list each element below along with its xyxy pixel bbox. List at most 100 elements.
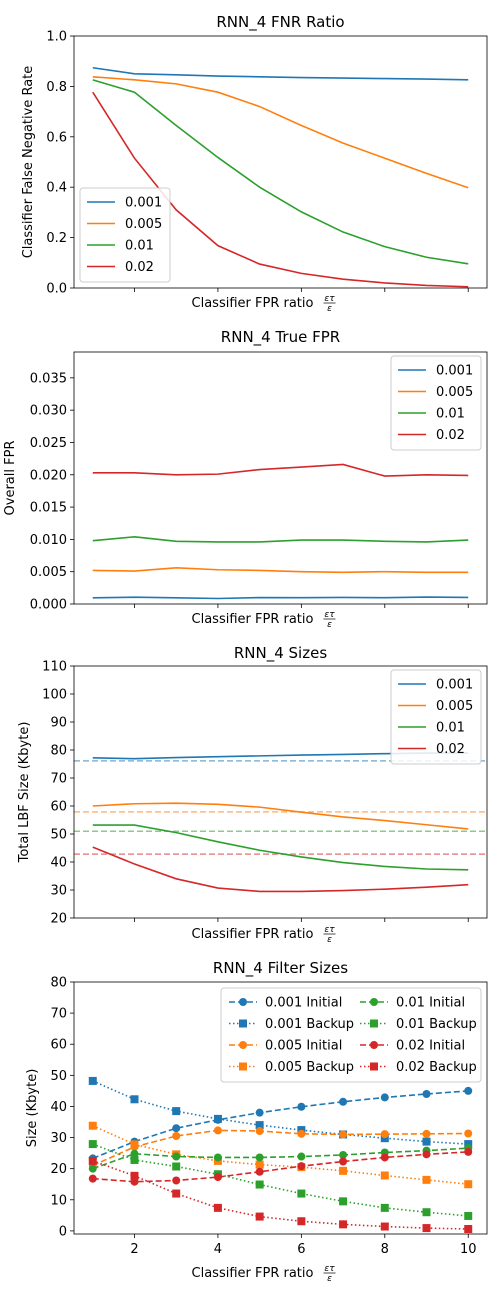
series-line bbox=[92, 846, 469, 893]
y-tick-label: 0.2 bbox=[46, 231, 67, 246]
data-point bbox=[297, 1102, 306, 1111]
legend-box bbox=[390, 355, 482, 451]
legend-label: 0.02 bbox=[436, 428, 465, 443]
fraction-denominator: ε bbox=[327, 304, 332, 314]
data-point bbox=[172, 1132, 181, 1140]
legend-label: 0.001 bbox=[125, 196, 162, 211]
data-point bbox=[380, 1134, 389, 1143]
legend: 0.001 0.005 0.01 0.02 bbox=[390, 355, 482, 451]
data-point bbox=[172, 1107, 181, 1116]
legend: 0.001 0.005 0.01 0.02 bbox=[390, 669, 482, 765]
series-line bbox=[92, 91, 469, 288]
y-tick-label: 0.6 bbox=[46, 130, 67, 145]
data-point bbox=[88, 1174, 97, 1183]
x-axis-label-fraction: ετε bbox=[323, 1264, 336, 1284]
legend-label: 0.02 Backup bbox=[396, 1060, 477, 1075]
data-point bbox=[88, 1140, 97, 1149]
series-line bbox=[92, 79, 469, 265]
legend-label: 0.005 Backup bbox=[265, 1060, 354, 1075]
fraction-numerator: ετ bbox=[324, 1264, 335, 1274]
data-point bbox=[297, 1162, 306, 1171]
data-point bbox=[213, 1203, 222, 1212]
data-point bbox=[88, 1156, 97, 1165]
data-point bbox=[380, 1130, 389, 1139]
legend-label: 0.001 bbox=[436, 364, 473, 379]
legend-label: 0.01 bbox=[436, 721, 465, 736]
x-axis-label-fraction: ετε bbox=[323, 294, 336, 314]
legend-marker bbox=[370, 998, 378, 1006]
y-tick-label: 0.000 bbox=[30, 598, 67, 613]
data-point bbox=[464, 1140, 473, 1149]
data-point bbox=[339, 1130, 348, 1139]
data-point bbox=[172, 1124, 181, 1133]
series-line bbox=[92, 66, 469, 81]
y-tick-label: 80 bbox=[50, 976, 67, 991]
legend-box bbox=[390, 669, 482, 765]
legend-marker bbox=[370, 1019, 378, 1028]
x-axis-label-fraction: ετε bbox=[323, 925, 336, 945]
series-line bbox=[92, 535, 469, 543]
data-point bbox=[464, 1129, 473, 1138]
data-point bbox=[213, 1173, 222, 1182]
data-point bbox=[172, 1176, 181, 1185]
chart-panel-4: 0 10 20 30 40 50 60 70 80 2 4 6 8 10 RNN_4 Filter Size… bbox=[25, 959, 488, 1284]
data-point bbox=[297, 1152, 306, 1161]
series-line bbox=[92, 1080, 469, 1145]
y-axis-label: Size (Kbyte) bbox=[25, 1069, 40, 1148]
legend-label: 0.001 Backup bbox=[265, 1017, 354, 1032]
data-point bbox=[88, 1076, 97, 1085]
x-tick-label: 6 bbox=[297, 1242, 305, 1257]
y-tick-label: 60 bbox=[50, 1038, 67, 1053]
y-tick-label: 0.020 bbox=[30, 468, 67, 483]
legend-marker bbox=[239, 1041, 247, 1049]
legend-box bbox=[220, 987, 482, 1083]
data-point bbox=[88, 1164, 97, 1173]
axes-frame bbox=[73, 665, 488, 919]
y-tick-label: 110 bbox=[42, 660, 67, 675]
fraction-denominator: ε bbox=[327, 1274, 332, 1284]
y-tick-label: 40 bbox=[50, 1100, 67, 1115]
legend-label: 0.02 bbox=[436, 742, 465, 757]
data-point bbox=[297, 1129, 306, 1138]
data-point bbox=[380, 1171, 389, 1180]
x-axis-label: Classifier FPR ratio bbox=[192, 612, 314, 627]
series-line bbox=[92, 802, 469, 830]
fraction-denominator: ε bbox=[327, 935, 332, 945]
y-tick-label: 0.030 bbox=[30, 404, 67, 419]
y-tick-label: 10 bbox=[50, 1193, 67, 1208]
legend-marker bbox=[239, 1019, 247, 1028]
legend-marker bbox=[370, 1062, 378, 1071]
fraction-numerator: ετ bbox=[324, 294, 335, 304]
data-point bbox=[380, 1222, 389, 1231]
legend-label: 0.005 Initial bbox=[265, 1039, 342, 1054]
series-line bbox=[92, 76, 469, 189]
data-point bbox=[297, 1217, 306, 1226]
data-point bbox=[172, 1152, 181, 1161]
data-point bbox=[464, 1211, 473, 1220]
data-point bbox=[339, 1157, 348, 1166]
legend-label: 0.02 bbox=[125, 260, 154, 275]
legend-label: 0.01 bbox=[125, 239, 154, 254]
series-line bbox=[92, 1160, 469, 1230]
y-tick-label: 0.005 bbox=[30, 565, 67, 580]
y-tick-label: 30 bbox=[50, 884, 67, 899]
data-point bbox=[422, 1090, 431, 1098]
data-point bbox=[213, 1126, 222, 1135]
x-axis-label: Classifier FPR ratio bbox=[192, 927, 314, 942]
series-line bbox=[92, 1143, 469, 1217]
y-tick-label: 0.4 bbox=[46, 181, 67, 196]
data-point bbox=[255, 1121, 264, 1130]
chart-title: RNN_4 True FPR bbox=[221, 328, 340, 347]
y-tick-label: 90 bbox=[50, 716, 67, 731]
data-point bbox=[213, 1153, 222, 1162]
legend-label: 0.005 bbox=[436, 699, 473, 714]
legend-label: 0.005 bbox=[125, 217, 162, 232]
legend-label: 0.01 Backup bbox=[396, 1017, 477, 1032]
series-line bbox=[92, 463, 469, 477]
legend-label: 0.01 bbox=[436, 407, 465, 422]
chart-panel-1: 0.0 0.2 0.4 0.6 0.8 1.0 RNN_4 FNR Ratio Classif… bbox=[21, 13, 488, 314]
series-line bbox=[92, 1129, 469, 1167]
data-point bbox=[380, 1203, 389, 1212]
data-point bbox=[380, 1093, 389, 1102]
